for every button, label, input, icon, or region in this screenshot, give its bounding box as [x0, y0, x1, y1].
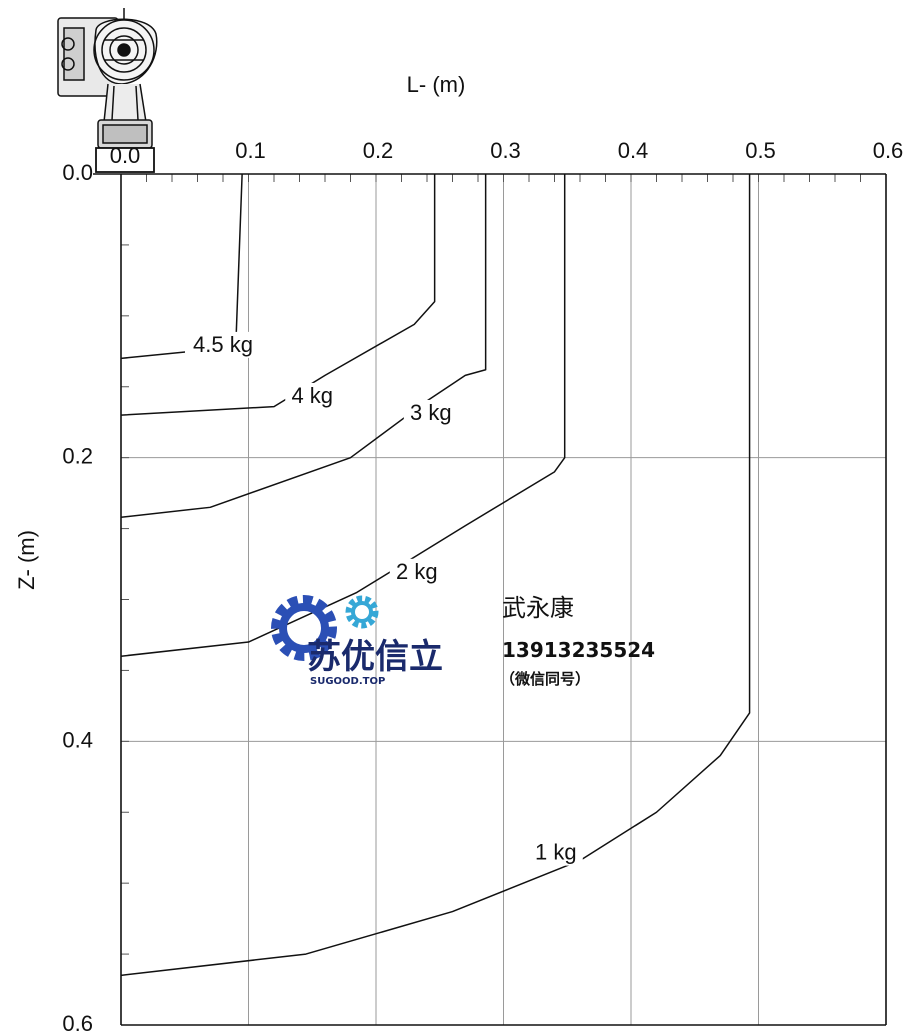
- watermark-brand: 苏优信立: [307, 637, 443, 677]
- curve-3-kg: [120, 174, 487, 518]
- curve-label-bg: [528, 839, 583, 866]
- curve-4-5-kg: [120, 173, 243, 360]
- watermark-name: 武永康: [502, 594, 574, 622]
- curve-4-kg: [120, 174, 436, 416]
- y-tick-label: 0.4: [62, 727, 93, 752]
- watermark: 苏优信立 SUGOOD.TOP 武永康 13913235524 （微信同号）: [271, 594, 655, 688]
- x-tick-labels: 0.1 0.2 0.3 0.4 0.5 0.6: [235, 138, 903, 163]
- y-tick-label: 0.0: [62, 160, 93, 185]
- robot-wrist-illustration: [57, 8, 158, 173]
- curve-label: 1 kg: [535, 840, 577, 865]
- x-tick-label: 0.3: [490, 138, 521, 163]
- curve-2-kg: [120, 174, 566, 657]
- x-tick-label: 0.5: [745, 138, 776, 163]
- x-tick-label: 0.4: [618, 138, 649, 163]
- x-axis-title: L- (m): [407, 72, 466, 97]
- x-tick-label: 0.1: [235, 138, 266, 163]
- watermark-site: SUGOOD.TOP: [310, 676, 385, 687]
- curve-1-kg: [120, 174, 751, 977]
- y-tick-label: 0.2: [62, 444, 93, 469]
- curve-label-bg: [389, 558, 444, 585]
- curve-label: 4 kg: [291, 383, 333, 408]
- grid-lines: [121, 174, 886, 1025]
- y-tick-label: 0.6: [62, 1011, 93, 1032]
- corner-label: 0.0: [110, 143, 141, 168]
- watermark-phone: 13913235524: [502, 638, 655, 662]
- curve-label-bg: [285, 382, 340, 409]
- curve-label: 4.5 kg: [193, 332, 253, 357]
- curve-label: 3 kg: [410, 400, 452, 425]
- axes-frame: [93, 173, 887, 1026]
- y-axis-title: Z- (m): [14, 530, 39, 590]
- payload-curves: 4.5 kg 4 kg 3 kg 2 kg 1 kg: [120, 173, 751, 977]
- x-tick-label: 0.2: [363, 138, 394, 163]
- watermark-note: （微信同号）: [500, 670, 590, 688]
- y-tick-labels: 0.0 0.2 0.4 0.6: [62, 160, 93, 1032]
- curve-label: 2 kg: [396, 559, 438, 584]
- x-tick-label: 0.6: [873, 138, 904, 163]
- curve-label-bg: [185, 331, 261, 358]
- curve-label-bg: [403, 399, 458, 426]
- gear-logo-icon: [271, 595, 379, 661]
